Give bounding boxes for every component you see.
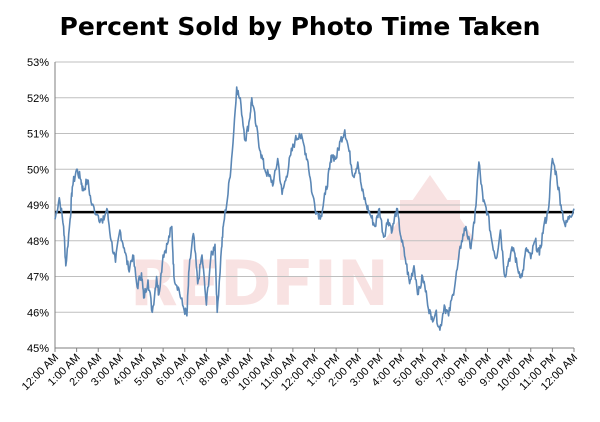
watermark-house-icon — [400, 200, 460, 260]
watermark-text: REDFIN — [130, 247, 389, 320]
y-tick-label: 53% — [27, 57, 49, 69]
watermark: REDFIN — [130, 175, 475, 320]
y-tick-label: 45% — [27, 343, 49, 355]
x-tick-labels: 12:00 AM1:00 AM2:00 AM3:00 AM4:00 AM5:00… — [20, 352, 580, 394]
y-tick-label: 49% — [27, 200, 49, 212]
series-group — [54, 86, 575, 331]
y-tick-label: 46% — [27, 307, 49, 319]
y-tick-label: 51% — [27, 129, 49, 141]
watermark-house-icon — [385, 175, 475, 240]
series-line — [54, 86, 575, 331]
y-tick-label: 52% — [27, 93, 49, 105]
axes — [54, 62, 575, 352]
y-tick-label: 50% — [27, 164, 49, 176]
y-tick-label: 47% — [27, 272, 49, 284]
chart-title: Percent Sold by Photo Time Taken — [59, 12, 541, 41]
y-tick-label: 48% — [27, 236, 49, 248]
y-tick-labels: 45% 46% 47% 48% 49% 50% 51% 52% 53% — [27, 57, 49, 355]
